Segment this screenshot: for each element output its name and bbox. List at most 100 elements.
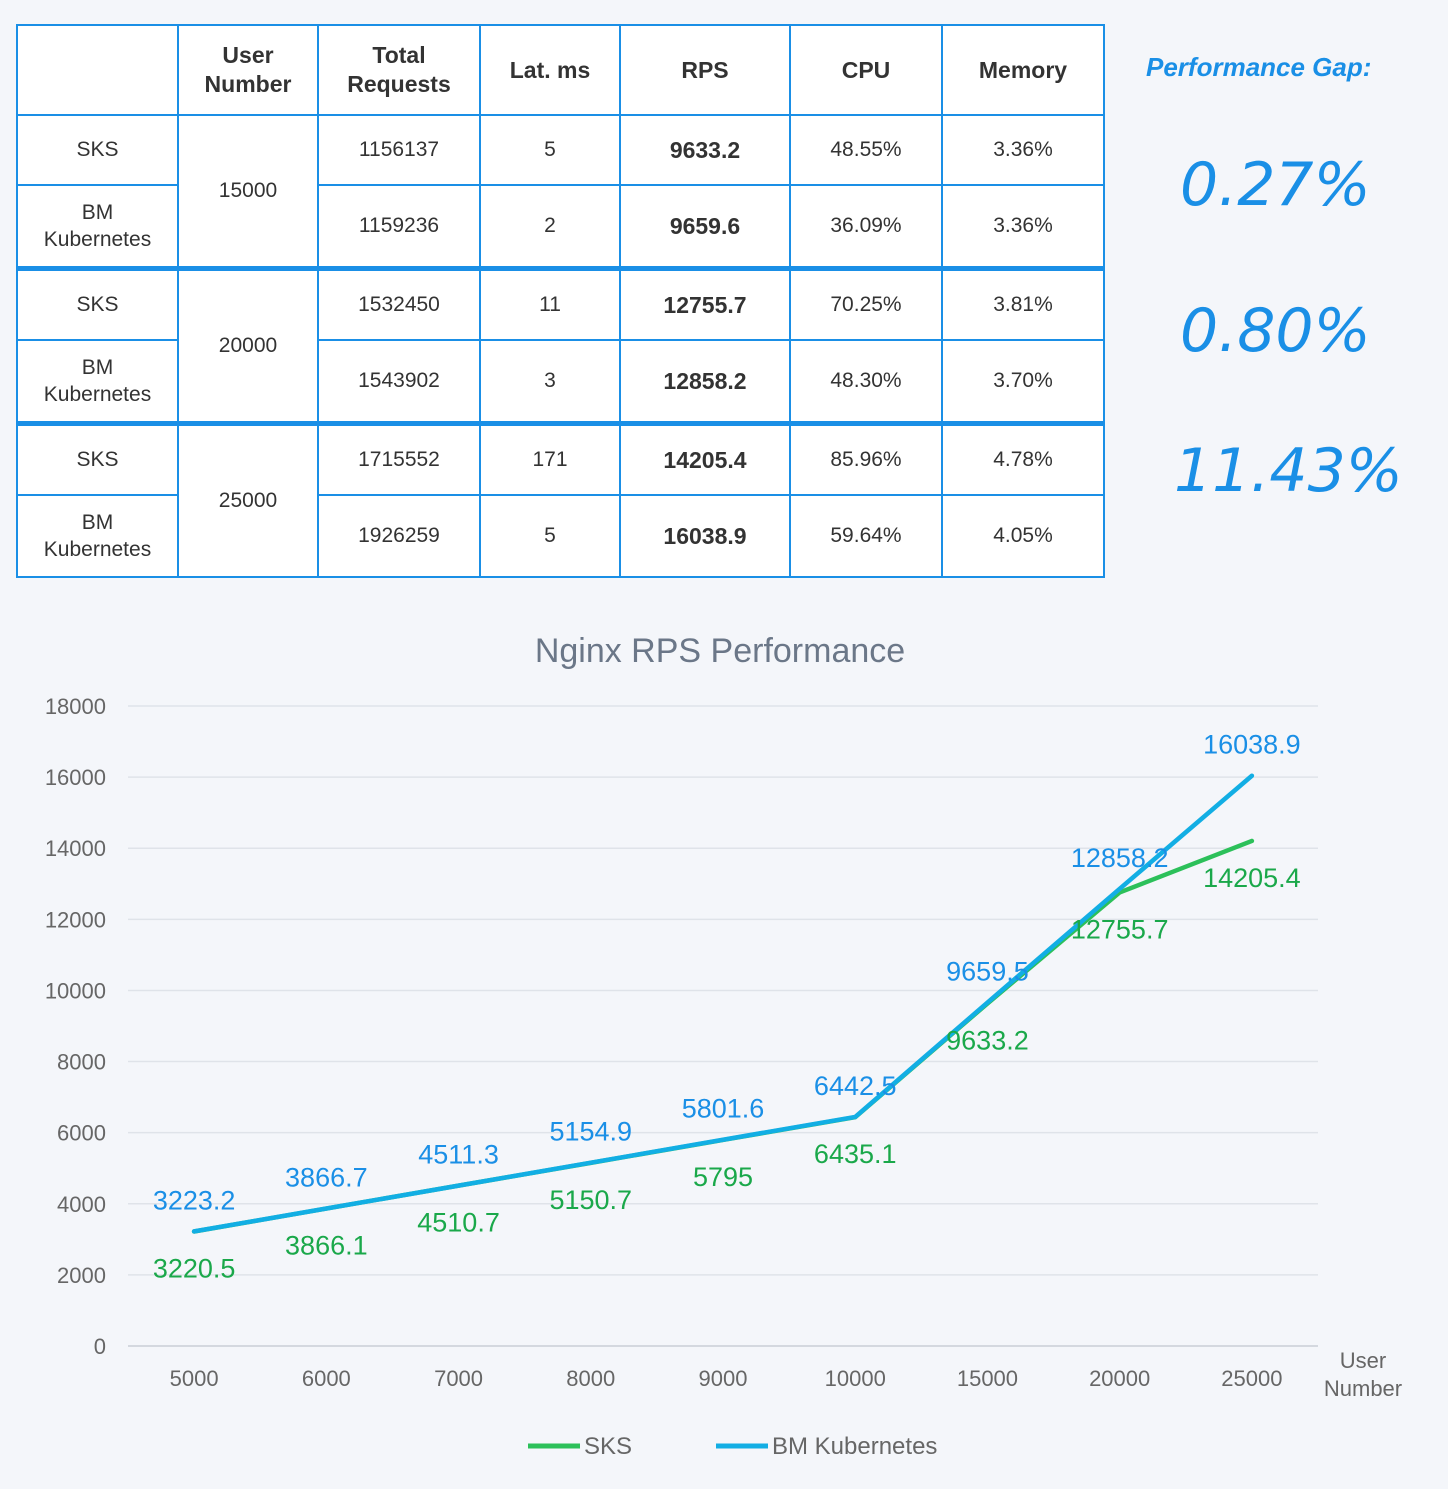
x-tick-label: 6000 [302, 1366, 351, 1391]
data-label-sks: 6435.1 [814, 1139, 897, 1169]
table-row: BM Kubernetes 1926259 5 16038.9 59.64% 4.05% [16, 494, 1105, 578]
y-tick-label: 8000 [57, 1050, 106, 1075]
x-tick-label: 9000 [699, 1366, 748, 1391]
cpu-cell: 36.09% [789, 184, 943, 270]
chart-data-labels: 3220.5 3866.1 4510.7 5150.7 5795 6435.1 9633.2… [153, 730, 1301, 1284]
platform-cell: SKS [16, 114, 179, 186]
data-label-sks: 5795 [693, 1162, 753, 1192]
rps-cell: 12858.2 [619, 339, 791, 425]
header-latency: Lat. ms [479, 24, 621, 116]
total-requests-cell: 1159236 [317, 184, 481, 270]
performance-gap-title: Performance Gap: [1146, 52, 1372, 82]
user-number-cell: 15000 [177, 114, 319, 270]
data-label-sks: 5150.7 [549, 1185, 632, 1215]
y-tick-label: 4000 [57, 1192, 106, 1217]
table-row: SKS 20000 1532450 11 12755.7 70.25% 3.81% [16, 266, 1105, 425]
rps-line-chart: Nginx RPS Performance 0 2000 4000 6000 8000 1… [45, 632, 1402, 1460]
memory-cell: 4.05% [941, 494, 1105, 578]
data-label-bm-kubernetes: 5801.6 [682, 1094, 765, 1124]
header-memory: Memory [941, 24, 1105, 116]
latency-cell: 171 [479, 421, 621, 496]
latency-cell: 5 [479, 494, 621, 578]
cpu-cell: 85.96% [789, 421, 943, 496]
legend-label: BM Kubernetes [772, 1433, 937, 1460]
header-rps: RPS [619, 24, 791, 116]
rps-cell: 12755.7 [619, 266, 791, 341]
y-tick-label: 12000 [45, 907, 106, 932]
x-tick-label: 15000 [957, 1366, 1018, 1391]
y-tick-label: 0 [94, 1334, 106, 1359]
data-label-bm-kubernetes: 4511.3 [418, 1140, 499, 1170]
chart-lines [191, 773, 1255, 1234]
platform-cell: BM Kubernetes [16, 184, 179, 270]
y-tick-label: 6000 [57, 1121, 106, 1146]
series-line-bm-kubernetes [191, 773, 1255, 1234]
data-label-sks: 3866.1 [285, 1231, 368, 1261]
user-number-cell: 25000 [177, 421, 319, 578]
rps-cell: 16038.9 [619, 494, 791, 578]
cpu-cell: 48.55% [789, 114, 943, 186]
header-user-number: User Number [177, 24, 319, 116]
chart-title: Nginx RPS Performance [535, 632, 905, 670]
memory-cell: 3.70% [941, 339, 1105, 425]
header-cell [16, 24, 179, 116]
rps-cell: 14205.4 [619, 421, 791, 496]
x-axis-title-line2: Number [1324, 1376, 1402, 1401]
total-requests-cell: 1156137 [317, 114, 481, 186]
data-label-sks: 3220.5 [153, 1253, 236, 1283]
x-tick-label: 7000 [434, 1366, 483, 1391]
data-label-sks: 14205.4 [1203, 863, 1301, 893]
platform-cell: SKS [16, 266, 179, 341]
rps-cell: 9659.6 [619, 184, 791, 270]
memory-cell: 3.81% [941, 266, 1105, 341]
total-requests-cell: 1926259 [317, 494, 481, 578]
header-cpu: CPU [789, 24, 943, 116]
latency-cell: 2 [479, 184, 621, 270]
latency-cell: 5 [479, 114, 621, 186]
x-tick-label: 5000 [170, 1366, 219, 1391]
rps-cell: 9633.2 [619, 114, 791, 186]
data-label-bm-kubernetes: 12858.2 [1071, 843, 1169, 873]
table-row: BM Kubernetes 1543902 3 12858.2 48.30% 3.70% [16, 339, 1105, 425]
table-row: BM Kubernetes 1159236 2 9659.6 36.09% 3.36% [16, 184, 1105, 270]
total-requests-cell: 1715552 [317, 421, 481, 496]
header-total-requests: Total Requests [317, 24, 481, 116]
cpu-cell: 48.30% [789, 339, 943, 425]
y-tick-label: 18000 [45, 694, 106, 719]
data-label-sks: 4510.7 [417, 1208, 500, 1238]
total-requests-cell: 1543902 [317, 339, 481, 425]
table-row: SKS 15000 1156137 5 9633.2 48.55% 3.36% [16, 114, 1105, 270]
data-label-bm-kubernetes: 5154.9 [549, 1117, 632, 1147]
performance-gap-15000: 0.27% [1180, 150, 1371, 220]
platform-cell: BM Kubernetes [16, 339, 179, 425]
latency-cell: 11 [479, 266, 621, 341]
data-label-bm-kubernetes: 9659.5 [946, 957, 1029, 987]
memory-cell: 3.36% [941, 184, 1105, 270]
latency-cell: 3 [479, 339, 621, 425]
results-table: User Number Total Requests Lat. ms RPS CPU… [16, 24, 1105, 578]
data-label-bm-kubernetes: 6442.5 [814, 1071, 897, 1101]
table-header-row: User Number Total Requests Lat. ms RPS CPU… [16, 24, 1105, 116]
memory-cell: 3.36% [941, 114, 1105, 186]
platform-cell: BM Kubernetes [16, 494, 179, 578]
y-tick-label: 14000 [45, 836, 106, 861]
performance-gap-25000: 11.43% [1174, 436, 1403, 506]
x-tick-label: 25000 [1221, 1366, 1282, 1391]
chart-legend: SKS BM Kubernetes [528, 1433, 937, 1460]
cpu-cell: 59.64% [789, 494, 943, 578]
performance-gap-20000: 0.80% [1180, 296, 1371, 366]
data-label-bm-kubernetes: 3223.2 [153, 1185, 236, 1215]
chart-grid [128, 705, 1318, 1347]
x-tick-label: 10000 [825, 1366, 886, 1391]
cpu-cell: 70.25% [789, 266, 943, 341]
platform-cell: SKS [16, 421, 179, 496]
memory-cell: 4.78% [941, 421, 1105, 496]
total-requests-cell: 1532450 [317, 266, 481, 341]
data-label-sks: 12755.7 [1071, 914, 1169, 944]
data-label-bm-kubernetes: 16038.9 [1203, 730, 1301, 760]
x-tick-label: 8000 [566, 1366, 615, 1391]
y-axis: 0 2000 4000 6000 8000 10000 12000 14000 16000 180… [45, 694, 106, 1359]
x-axis: 5000 6000 7000 8000 9000 10000 15000 20000 25000 [170, 1366, 1283, 1391]
x-tick-label: 20000 [1089, 1366, 1150, 1391]
legend-label: SKS [584, 1433, 632, 1460]
